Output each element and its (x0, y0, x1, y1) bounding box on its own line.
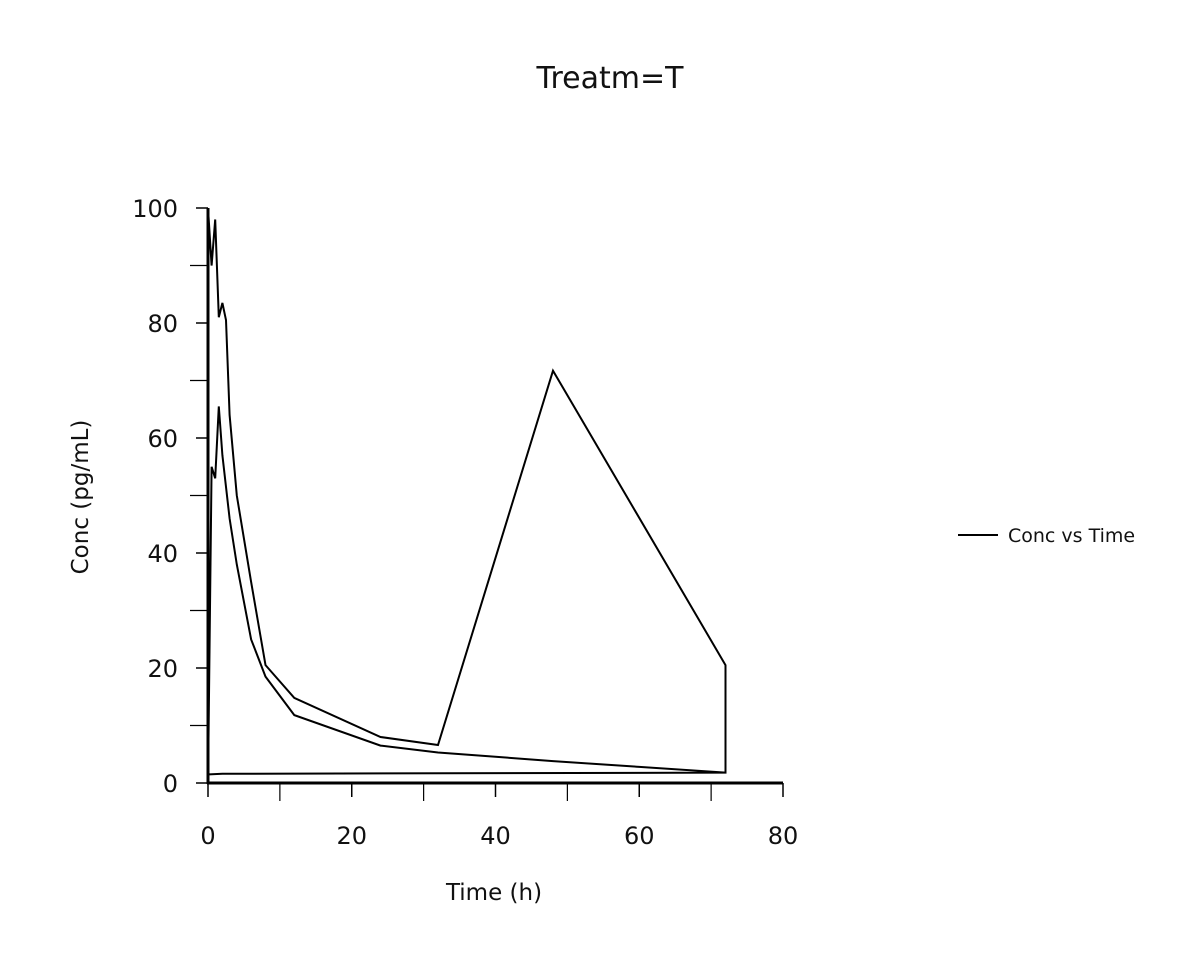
series-line-0 (207, 207, 727, 784)
legend: Conc vs Time (958, 525, 1135, 547)
ticks-group: 0 20 40 60 80 100 0 20 40 60 80 (132, 195, 798, 850)
chart-title: Treatm=T (536, 61, 685, 96)
x-tick-label-80: 80 (768, 822, 799, 850)
x-tick-label-0: 0 (200, 822, 215, 850)
y-tick-label-100: 100 (132, 195, 178, 223)
y-axis-label: Conc (pg/mL) (68, 420, 94, 575)
series-group (207, 207, 727, 784)
x-tick-label-60: 60 (624, 822, 655, 850)
y-tick-label-40: 40 (147, 540, 178, 568)
y-tick-label-60: 60 (147, 425, 178, 453)
y-tick-label-80: 80 (147, 310, 178, 338)
legend-label: Conc vs Time (1008, 525, 1135, 547)
y-tick-label-20: 20 (147, 655, 178, 683)
x-axis-label: Time (h) (445, 880, 542, 906)
x-tick-label-40: 40 (480, 822, 511, 850)
x-tick-label-20: 20 (336, 822, 367, 850)
y-tick-label-0: 0 (163, 770, 178, 798)
